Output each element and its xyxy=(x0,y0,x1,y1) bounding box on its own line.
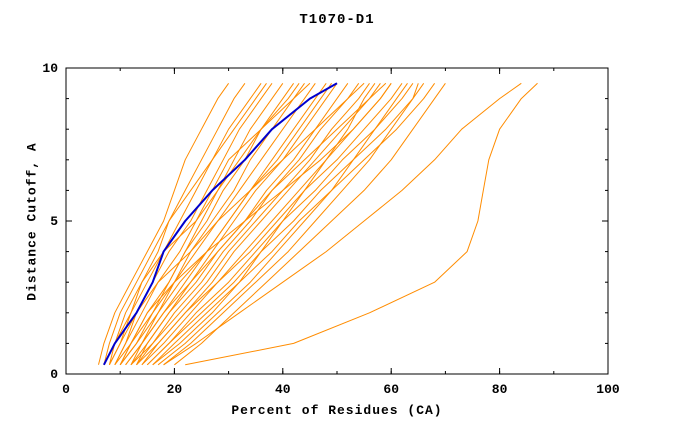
model-24-line xyxy=(157,83,408,366)
model-22-line xyxy=(119,83,392,366)
model-16-line xyxy=(141,83,403,366)
model-32-line xyxy=(136,82,387,366)
model-10-line xyxy=(125,83,338,366)
model-18-line xyxy=(146,83,425,366)
model-14-line xyxy=(136,83,381,366)
model-11-line xyxy=(130,83,349,366)
highlighted-model-line xyxy=(103,82,338,366)
model-28-outlier-line xyxy=(185,82,538,366)
x-axis-label: Percent of Residues (CA) xyxy=(231,403,443,418)
y-tick-label: 5 xyxy=(50,214,58,229)
model-04-line xyxy=(108,83,273,366)
model-07-line xyxy=(119,83,305,366)
x-tick-label: 20 xyxy=(167,382,183,397)
model-31-line xyxy=(130,83,333,366)
model-19-line xyxy=(152,83,436,366)
model-05-line xyxy=(114,83,284,366)
model-26-line xyxy=(174,83,446,366)
model-20-line xyxy=(108,82,311,366)
chart-title: T1070-D1 xyxy=(299,12,375,28)
model-08-line xyxy=(119,83,316,366)
x-tick-label: 60 xyxy=(383,382,399,397)
y-tick-label: 10 xyxy=(42,61,58,76)
model-27-line xyxy=(163,82,522,366)
model-03-line xyxy=(108,83,262,365)
model-13-line xyxy=(136,83,370,366)
model-29-line xyxy=(103,83,267,365)
model-15-line xyxy=(141,83,392,366)
model-30-line xyxy=(119,83,300,366)
model-23-line xyxy=(152,83,376,366)
model-25-line xyxy=(163,83,419,366)
x-tick-label: 80 xyxy=(492,382,508,397)
x-tick-label: 40 xyxy=(275,382,291,397)
x-tick-label: 0 xyxy=(62,382,70,397)
model-21-line xyxy=(114,82,365,366)
x-tick-label: 100 xyxy=(596,382,620,397)
y-tick-label: 0 xyxy=(50,367,58,382)
model-01-line xyxy=(98,83,230,365)
model-12-line xyxy=(130,83,360,366)
